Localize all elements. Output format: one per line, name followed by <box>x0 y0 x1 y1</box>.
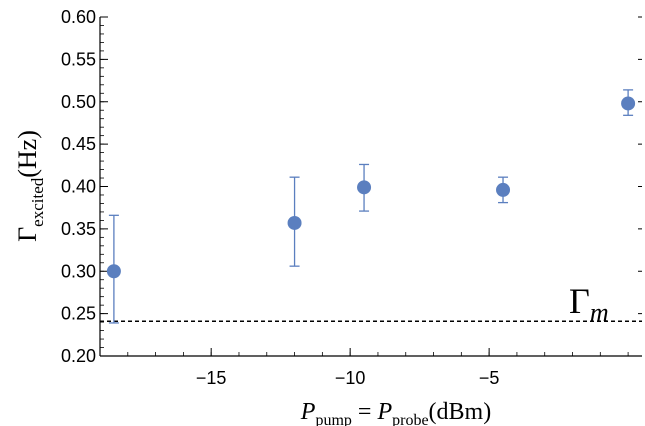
data-point <box>357 180 372 195</box>
error-bars <box>108 89 634 324</box>
data-point <box>621 96 636 111</box>
x-axis-label: Ppump = Pprobe(dBm) <box>300 399 491 426</box>
y-tick-label: 0.35 <box>61 219 96 239</box>
ticks: 0.20 0.25 0.30 0.35 0.40 0.45 0.50 0.55 0.60 −15 −… <box>61 7 642 388</box>
x-tick-label: −5 <box>479 368 500 388</box>
y-tick-label: 0.45 <box>61 134 96 154</box>
y-tick-label: 0.60 <box>61 7 96 27</box>
x-tick-label: −15 <box>196 368 227 388</box>
y-tick-label: 0.25 <box>61 304 96 324</box>
y-tick-label: 0.50 <box>61 92 96 112</box>
data-point <box>496 182 511 197</box>
data-points <box>106 96 636 279</box>
x-tick-label: −10 <box>335 368 366 388</box>
y-tick-label: 0.20 <box>61 346 96 366</box>
y-axis-label: Γexcited(Hz) <box>13 130 47 242</box>
data-point <box>106 264 121 279</box>
axes <box>99 17 642 357</box>
y-tick-label: 0.55 <box>61 49 96 69</box>
y-tick-label: 0.30 <box>61 261 96 281</box>
reference-line-label: Γm <box>569 281 609 327</box>
y-tick-label: 0.40 <box>61 177 96 197</box>
data-point <box>287 215 302 230</box>
